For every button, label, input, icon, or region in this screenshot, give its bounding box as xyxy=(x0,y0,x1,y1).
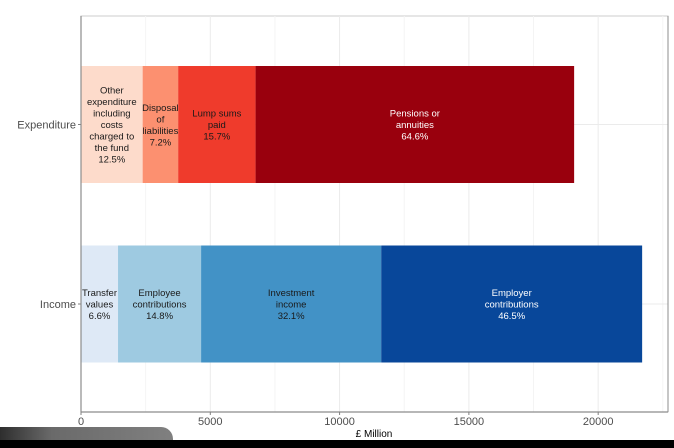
x-tick-label: 20000 xyxy=(583,416,614,428)
bar-segment xyxy=(81,245,119,363)
segment-label: Lump sums paid 15.7% xyxy=(192,109,241,143)
segment-label-line: income xyxy=(276,300,307,311)
segment-label-line: contributions xyxy=(485,300,539,311)
x-tick-label: 5000 xyxy=(198,416,222,428)
segment-label-line: 46.5% xyxy=(498,311,525,322)
x-tick-label: 10000 xyxy=(324,416,355,428)
segment-label-line: Transfer xyxy=(82,288,117,299)
segment-label-line: liabilities xyxy=(142,126,178,137)
taskbar-strip xyxy=(0,440,674,448)
bar-segment xyxy=(201,245,382,363)
segment-label-line: of xyxy=(156,114,164,125)
segment-label-line: Employer xyxy=(492,288,532,299)
segment-labels: Other expenditure including costs charged to… xyxy=(82,86,539,323)
segment-label-line: Pensions or xyxy=(390,109,440,120)
bar-segment xyxy=(255,66,575,183)
segment-label-line: Disposal xyxy=(142,103,178,114)
segment-label-line: Lump sums xyxy=(192,109,241,120)
bar-segment xyxy=(81,66,143,183)
segment-label-line: 6.6% xyxy=(89,311,111,322)
segment-label-line: including xyxy=(93,109,131,120)
segment-label: Pensions or annuities 64.6% xyxy=(390,109,440,143)
segment-label-line: values xyxy=(86,300,114,311)
segment-label: Investment income 32.1% xyxy=(268,288,315,322)
y-tick-label: Income xyxy=(40,299,76,311)
x-tick-label: 0 xyxy=(78,416,84,428)
segment-label: Other expenditure including costs charged to… xyxy=(87,86,137,166)
segment-label-line: charged to xyxy=(89,132,134,143)
bar-segment xyxy=(118,245,202,363)
segment-label-line: expenditure xyxy=(87,97,137,108)
y-tick-label: Expenditure xyxy=(17,120,76,132)
segment-label-line: Investment xyxy=(268,288,315,299)
segment-label-line: 64.6% xyxy=(401,132,428,143)
bar-segment xyxy=(178,66,256,183)
segment-label-line: 32.1% xyxy=(278,311,305,322)
segment-label-line: 12.5% xyxy=(98,155,125,166)
segment-label-line: paid xyxy=(208,120,226,131)
segment-label: Employee contributions 14.8% xyxy=(133,288,187,322)
segment-label-line: 7.2% xyxy=(150,137,172,148)
segment-label-line: the fund xyxy=(95,143,129,154)
x-axis-title: £ Million xyxy=(356,429,393,440)
segment-label: Disposal of liabilities 7.2% xyxy=(142,103,178,149)
x-tick-label: 15000 xyxy=(454,416,485,428)
bar-segment xyxy=(381,245,643,363)
segment-label-line: 14.8% xyxy=(146,311,173,322)
segment-label-line: annuities xyxy=(396,120,434,131)
segment-label: Transfer values 6.6% xyxy=(82,288,117,322)
segment-label: Employer contributions 46.5% xyxy=(485,288,539,322)
bar-segment xyxy=(142,66,179,183)
segment-label-line: contributions xyxy=(133,300,187,311)
segment-label-line: costs xyxy=(101,120,123,131)
segment-label-line: 15.7% xyxy=(203,132,230,143)
segment-label-line: Employee xyxy=(138,288,180,299)
segment-label-line: Other xyxy=(100,86,124,97)
bars xyxy=(81,66,643,363)
axes: Expenditure Income 0 5000 10000 15000 20000 xyxy=(17,16,669,428)
